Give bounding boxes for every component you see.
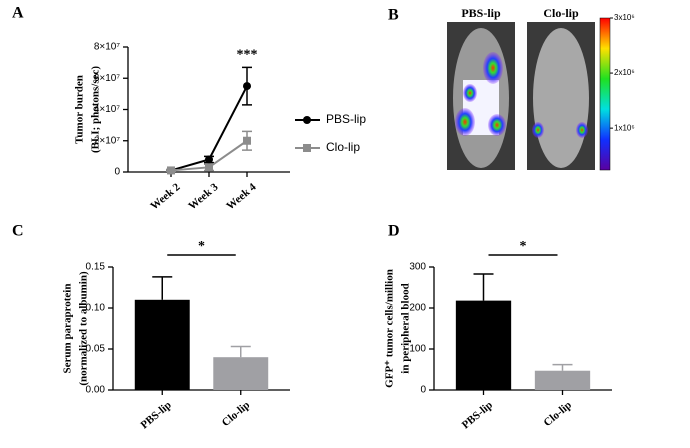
bar: [134, 299, 190, 390]
x-tick-label: Week 3: [186, 181, 221, 213]
marker: [167, 166, 175, 175]
marker: [205, 163, 213, 172]
y-tick-label: 8×10⁷: [94, 42, 121, 53]
signal: [463, 84, 477, 102]
y-tick-label: 6×10⁷: [94, 73, 121, 84]
panel-label: B: [388, 7, 399, 24]
y-tick-label: 200: [409, 303, 426, 314]
legend-label: PBS-lip: [326, 112, 366, 126]
y-tick-label: 2×10⁷: [94, 135, 121, 146]
annotation: *: [520, 239, 527, 254]
x-tick-label: PBS-lip: [138, 399, 173, 431]
y-tick-label: 0.05: [86, 344, 106, 355]
y-tick-label: 4×10⁷: [94, 104, 121, 115]
x-tick-label: Clo-lip: [220, 399, 253, 429]
colorbar-tick-label: 1x10⁶: [614, 123, 635, 132]
legend-marker: [303, 144, 311, 152]
annotation: *: [198, 239, 205, 254]
y-axis-label: Serum paraprotein: [62, 284, 74, 374]
y-axis-label: (normalized to albumin): [78, 271, 90, 386]
y-tick-label: 0.00: [86, 385, 106, 396]
y-axis-label: in peripheral blood: [400, 283, 412, 373]
legend-marker: [303, 116, 311, 124]
image-label: Clo-lip: [543, 6, 579, 20]
y-axis-label: Tumor burden: [74, 75, 86, 144]
marker: [205, 155, 213, 164]
signal: [576, 122, 588, 138]
image-label: PBS-lip: [461, 6, 501, 20]
panel-label: A: [12, 5, 24, 22]
y-tick-label: 0: [420, 385, 426, 396]
colorbar-tick-label: 2x10⁶: [614, 68, 635, 77]
y-tick-label: 0.10: [86, 303, 106, 314]
y-axis-label: (BLI; photons/sec): [90, 66, 102, 153]
y-tick-label: 300: [409, 262, 426, 273]
colorbar: [599, 17, 611, 171]
signal: [532, 122, 544, 138]
bar: [213, 357, 269, 390]
error-bar: [552, 363, 573, 371]
mouse: [533, 28, 589, 168]
y-tick-label: 100: [409, 344, 426, 355]
y-axis-label: GFP⁺ tumor cells/million: [384, 269, 396, 388]
signal: [488, 114, 506, 136]
x-tick-label: Week 4: [224, 181, 259, 213]
x-tick-label: PBS-lip: [460, 399, 495, 431]
colorbar-tick-label: 3x10⁶: [614, 13, 635, 22]
marker: [243, 136, 251, 145]
signal: [483, 52, 503, 84]
legend-label: Clo-lip: [326, 140, 360, 154]
panel-label: D: [388, 223, 400, 240]
y-tick-label: 0: [114, 167, 120, 178]
x-tick-label: Clo-lip: [542, 399, 575, 429]
bar: [534, 370, 591, 390]
signal: [455, 108, 475, 136]
error-bar: [230, 345, 251, 358]
bar: [455, 300, 512, 390]
x-tick-label: Week 2: [148, 181, 183, 213]
error-bar: [152, 276, 173, 300]
marker: [243, 82, 251, 91]
error-bar: [473, 273, 494, 301]
y-tick-label: 0.15: [86, 262, 106, 273]
annotation: ***: [237, 48, 258, 63]
panel-label: C: [12, 223, 24, 240]
